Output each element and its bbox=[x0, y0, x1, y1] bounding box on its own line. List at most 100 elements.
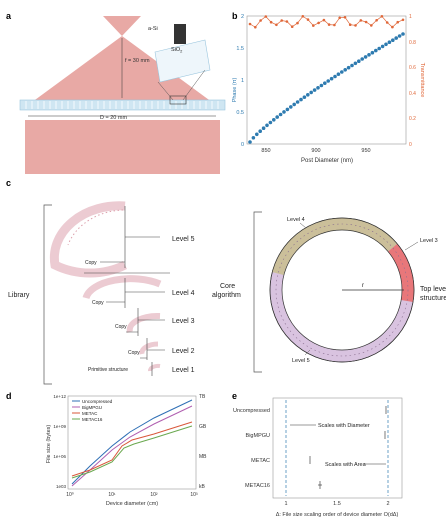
ytick-right: 0 bbox=[409, 142, 412, 148]
transmit-point bbox=[264, 15, 268, 18]
copy-label-3: Copy bbox=[115, 324, 127, 330]
xtick: 10² bbox=[150, 492, 158, 498]
ring-level5-label: Level 5 bbox=[292, 358, 310, 364]
ytick-right: TB bbox=[199, 394, 206, 400]
level1-arc bbox=[148, 363, 161, 372]
ytick: 1e+06 bbox=[53, 454, 66, 459]
xtick: 10⁰ bbox=[66, 492, 74, 498]
level3-arc bbox=[126, 312, 161, 333]
xtick: 10³ bbox=[190, 492, 198, 498]
transmit-point bbox=[380, 14, 384, 18]
level5-arc-texture bbox=[67, 209, 124, 246]
transmit-point bbox=[290, 25, 294, 29]
phase-point bbox=[360, 57, 365, 61]
ytick-right: GB bbox=[199, 424, 207, 430]
transmit-point bbox=[269, 20, 273, 24]
lens-posts bbox=[25, 101, 219, 109]
copy-label-5: Copy bbox=[85, 260, 97, 266]
transmit-point bbox=[364, 20, 368, 24]
transmit-point bbox=[338, 16, 342, 20]
ring-texture bbox=[275, 223, 409, 357]
xtick: 2 bbox=[386, 501, 389, 507]
focal-label: f = 30 mm bbox=[125, 58, 150, 64]
panel-e-xlabel: Δ: File size scaling order of device dia… bbox=[276, 512, 399, 518]
row-label: METAC16 bbox=[245, 483, 270, 489]
phase-point bbox=[350, 63, 354, 68]
transmit-point bbox=[348, 23, 352, 27]
ytick-left: 2 bbox=[241, 14, 244, 20]
panel-b-ylabel-right: Transmittance bbox=[419, 63, 425, 98]
level2-arc bbox=[139, 341, 159, 355]
panel-b-xticks: 850 900 950 bbox=[261, 148, 370, 154]
panel-e-xticks: 1 1.5 2 bbox=[284, 501, 389, 507]
phase-point bbox=[374, 48, 378, 53]
phase-point bbox=[258, 129, 263, 133]
phase-point bbox=[353, 61, 358, 66]
top-level-label-line2: structure bbox=[420, 295, 446, 302]
xtick: 850 bbox=[261, 148, 270, 154]
phase-point bbox=[316, 86, 320, 90]
phase-point bbox=[289, 105, 293, 109]
phase-point bbox=[343, 68, 348, 72]
phase-point bbox=[312, 88, 317, 92]
transmit-point bbox=[327, 23, 331, 26]
phase-point bbox=[357, 59, 361, 63]
ytick-right: 1 bbox=[409, 14, 412, 20]
ytick: 1e+12 bbox=[53, 394, 66, 399]
a-si-label: a-Si bbox=[148, 26, 158, 32]
phase-point bbox=[384, 42, 388, 47]
core-bracket bbox=[253, 211, 262, 373]
top-level-label-line1: Top level bbox=[420, 286, 446, 293]
panel-e: e Uncompressed BigMPGU METAC METAC16 Sca… bbox=[232, 391, 403, 518]
phase-point bbox=[346, 65, 351, 70]
transmit-point bbox=[385, 21, 389, 24]
transmit-point bbox=[375, 19, 378, 22]
transmit-point bbox=[391, 25, 394, 29]
transmit-point bbox=[396, 20, 400, 24]
panel-b-yticks-left: 0 0.5 1 1.5 2 bbox=[236, 14, 244, 148]
panel-b: b 0 0.5 1 1.5 2 0 0.2 0.4 0.6 0.8 1 Phas… bbox=[232, 11, 425, 164]
phase-point bbox=[391, 38, 395, 42]
transmit-point bbox=[259, 19, 262, 22]
phase-point bbox=[309, 90, 314, 95]
annot-area: Scales with Area bbox=[325, 462, 367, 468]
level3-label: Level 3 bbox=[172, 318, 195, 325]
phase-point bbox=[401, 32, 405, 36]
ytick-left: 0 bbox=[241, 142, 244, 148]
ring-r-label: r bbox=[362, 283, 364, 289]
library-label: Library bbox=[8, 292, 30, 299]
panel-e-markers bbox=[309, 406, 387, 489]
ring-level3-leader bbox=[404, 241, 419, 251]
diameter-label: D = 20 mm bbox=[100, 115, 127, 121]
level1-label: Level 1 bbox=[172, 367, 195, 374]
panel-b-yticks-right: 0 0.2 0.4 0.6 0.8 1 bbox=[409, 14, 416, 148]
transmit-point bbox=[280, 19, 284, 22]
panel-d: d 1e+12 1e+09 1e+06 1e03 TB GB MB kB Fil… bbox=[6, 391, 207, 507]
phase-point bbox=[333, 74, 337, 79]
panel-b-label: b bbox=[232, 11, 238, 21]
phase-point bbox=[265, 123, 269, 128]
phase-point bbox=[394, 36, 399, 40]
primitive-label: Primitive structure bbox=[88, 367, 128, 373]
transmittance-series bbox=[248, 14, 405, 29]
phase-point bbox=[367, 53, 371, 57]
transmit-line bbox=[249, 15, 404, 28]
phase-point bbox=[363, 55, 368, 59]
xtick: 10¹ bbox=[108, 492, 116, 498]
curve-uncompressed bbox=[71, 399, 193, 485]
ytick-right: MB bbox=[199, 454, 207, 460]
transmit-point bbox=[322, 18, 326, 22]
copy-label-2: Copy bbox=[128, 350, 140, 356]
panel-d-legend: Uncompressed BigMPGU METAC METAC16 bbox=[72, 399, 113, 422]
xtick: 1 bbox=[284, 501, 287, 507]
phase-point bbox=[272, 118, 276, 122]
phase-point bbox=[323, 81, 327, 85]
phase-point bbox=[380, 44, 385, 49]
ytick-right: 0.2 bbox=[409, 116, 416, 122]
panel-d-xlabel: Device diameter (cm) bbox=[106, 501, 158, 507]
phase-point bbox=[319, 83, 324, 88]
phase-point bbox=[275, 115, 280, 119]
level4-arc bbox=[82, 275, 162, 300]
phase-point bbox=[248, 140, 252, 144]
